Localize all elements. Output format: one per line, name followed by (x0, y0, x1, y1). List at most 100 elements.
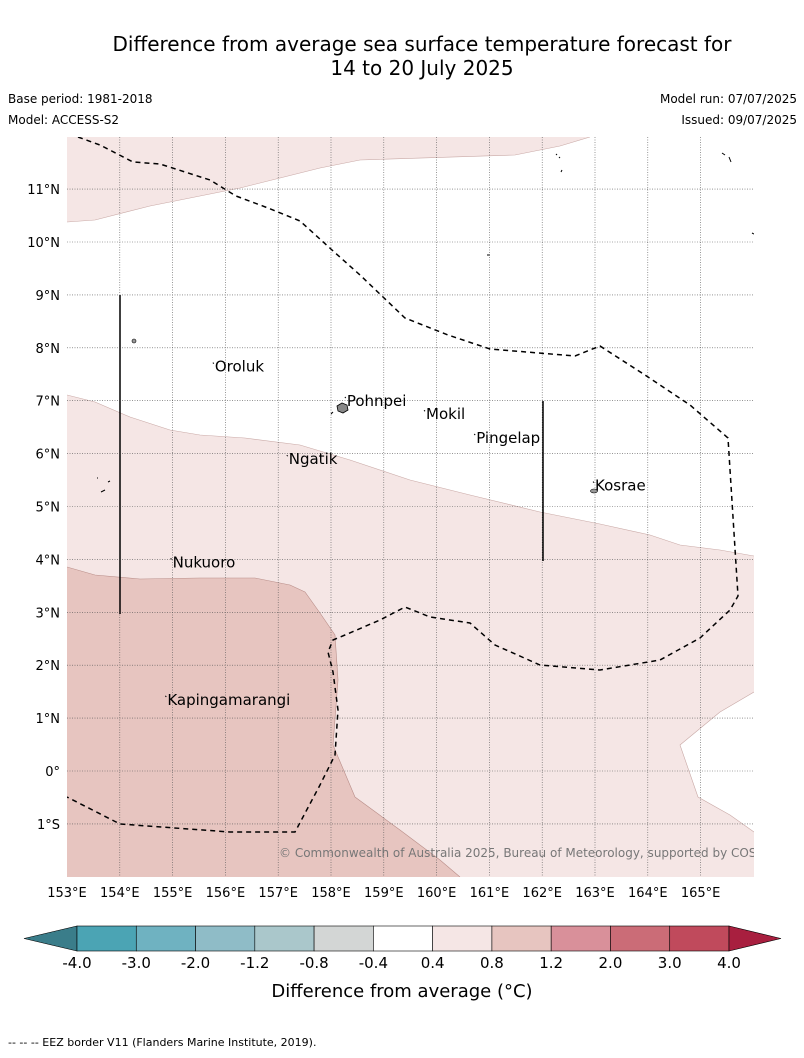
gridlines (67, 137, 754, 877)
sst-anomaly-map: Oroluk Pohnpei Mokil Pingelap Ngatik Kosrae Nu… (23, 137, 784, 1002)
place-marker (592, 481, 595, 483)
lat-tick-label: 8°N (36, 342, 61, 357)
copyright-text: © Commonwealth of Australia 2025, Bureau… (279, 846, 784, 860)
colorbar-segment (550, 925, 611, 952)
lon-tick-label: 158°E (311, 886, 351, 901)
colorbar-segment (76, 925, 137, 952)
island-marker (487, 232, 754, 256)
colorbar-tick-label: -3.0 (122, 954, 151, 972)
colorbar-segment (135, 925, 196, 952)
place-marker (286, 454, 289, 457)
place-label: Pingelap (476, 429, 540, 447)
island-marker (721, 152, 732, 163)
colorbar-tick-label: 3.0 (658, 954, 682, 972)
colorbar-tick-label: 0.8 (480, 954, 504, 972)
model-run: Model run: 07/07/2025 (659, 92, 797, 106)
lat-tick-label: 11°N (27, 183, 60, 198)
colorbar-tick-label: -0.8 (299, 954, 328, 972)
lat-tick-label: 7°N (36, 395, 61, 410)
issued-date: Issued: 09/07/2025 (681, 113, 797, 127)
colorbar-extend-low (23, 925, 78, 952)
lon-tick-label: 163°E (575, 886, 615, 901)
place-marker (344, 396, 347, 399)
lon-tick-label: 157°E (258, 886, 298, 901)
lat-tick-label: 10°N (27, 236, 60, 251)
colorbar-segment (195, 925, 256, 952)
colorbar-tick-label: 1.2 (539, 954, 563, 972)
colorbar-tick-label: -2.0 (181, 954, 210, 972)
lon-tick-label: 164°E (628, 886, 668, 901)
island-marker (131, 338, 137, 344)
island-marker (555, 153, 563, 173)
place-label: Ngatik (289, 450, 338, 468)
colorbar-tick-label: -1.2 (240, 954, 269, 972)
place-label: Pohnpei (347, 392, 407, 410)
kosrae-island (590, 488, 598, 494)
lat-tick-label: 4°N (36, 553, 61, 568)
eez-footnote: -- -- -- EEZ border V11 (Flanders Marine… (8, 1036, 317, 1049)
model-name: Model: ACCESS-S2 (8, 113, 120, 127)
contour-line (679, 691, 754, 833)
colorbar-tick-label: 2.0 (599, 954, 623, 972)
lat-tick-label: 9°N (36, 289, 61, 304)
base-period: Base period: 1981-2018 (8, 92, 153, 106)
colorbar-tick-label: 0.4 (421, 954, 445, 972)
place-marker (423, 409, 426, 412)
latitude-labels: 11°N 10°N 9°N 8°N 7°N 6°N 5°N 4°N 3°N 2°N 1°N 0° 1°S (27, 183, 60, 833)
island-marker (330, 411, 334, 415)
place-label: Mokil (426, 405, 465, 423)
colorbar-segment (254, 925, 315, 952)
lon-tick-label: 159°E (364, 886, 404, 901)
anomaly-region-southwest (67, 567, 460, 877)
colorbar-extend-high (728, 925, 782, 952)
place-marker (170, 557, 172, 560)
colorbar-title: Difference from average (°C) (271, 981, 532, 1002)
lon-tick-label: 161°E (470, 886, 510, 901)
lat-tick-label: 5°N (36, 501, 61, 516)
lon-tick-label: 160°E (417, 886, 457, 901)
lon-tick-label: 156°E (206, 886, 246, 901)
colorbar-segment (373, 925, 433, 952)
anomaly-region-north (67, 137, 590, 222)
lon-tick-label: 154°E (100, 886, 140, 901)
lat-tick-label: 1°N (36, 712, 61, 727)
map-title: Difference from average sea surface temp… (0, 32, 804, 80)
place-marker (164, 695, 167, 698)
lat-tick-label: 1°S (37, 818, 60, 833)
eez-border-north (67, 137, 739, 833)
place-label: Oroluk (215, 358, 264, 376)
colorbar-tick-label: 4.0 (717, 954, 741, 972)
colorbar-tick-label: -0.4 (359, 954, 388, 972)
contour-line (67, 566, 461, 877)
colorbar (23, 925, 782, 952)
place-marker (212, 362, 215, 364)
colorbar-segment (491, 925, 552, 952)
place-label: Kapingamarangi (167, 691, 290, 709)
title-line-1: Difference from average sea surface temp… (112, 32, 732, 56)
contour-line (67, 394, 754, 557)
lon-tick-label: 155°E (153, 886, 193, 901)
colorbar-tick-label: -4.0 (62, 954, 91, 972)
pohnpei-island (336, 402, 349, 414)
lon-tick-label: 165°E (681, 886, 721, 901)
longitude-labels: 153°E 154°E 155°E 156°E 157°E 158°E 159°E 160°E… (47, 886, 720, 901)
colorbar-ticks: -4.0 -3.0 -2.0 -1.2 -0.8 -0.4 0.4 0.8 1.2 2.0 3.0 4… (62, 954, 741, 972)
place-marker (473, 433, 476, 436)
place-label: Kosrae (595, 477, 646, 495)
lon-tick-label: 162°E (522, 886, 562, 901)
title-line-2: 14 to 20 July 2025 (330, 56, 514, 80)
place-label: Nukuoro (173, 553, 236, 571)
colorbar-segment (610, 925, 671, 952)
lat-tick-label: 3°N (36, 606, 61, 621)
colorbar-segment (313, 925, 374, 952)
map-area: Oroluk Pohnpei Mokil Pingelap Ngatik Kosrae Nu… (67, 137, 784, 877)
lon-tick-label: 153°E (47, 886, 87, 901)
place-labels: Oroluk Pohnpei Mokil Pingelap Ngatik Kosrae Nu… (164, 358, 646, 709)
lat-tick-label: 0° (45, 765, 60, 780)
colorbar-segment (432, 925, 493, 952)
lat-tick-label: 2°N (36, 659, 61, 674)
contour-line (67, 137, 591, 223)
lat-tick-label: 6°N (36, 448, 61, 463)
island-marker (97, 477, 111, 493)
colorbar-segment (669, 925, 730, 952)
